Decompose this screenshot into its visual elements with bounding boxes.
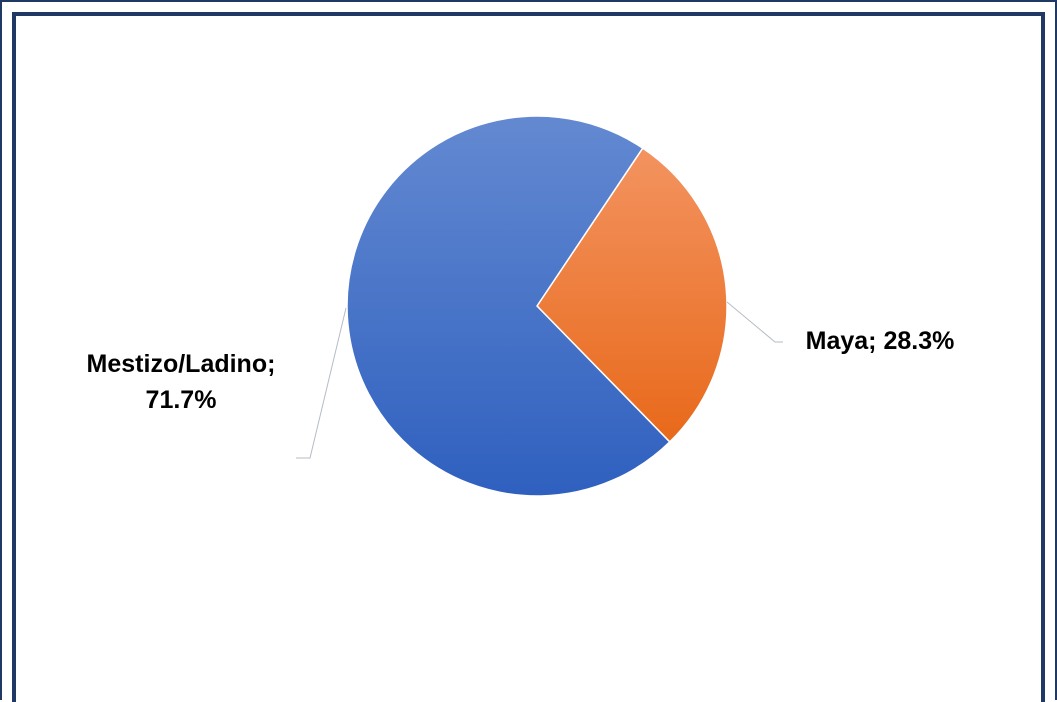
leader-line-mestizo-ladino [296,307,347,459]
leader-line-maya [726,301,783,343]
data-label-line: 71.7% [146,386,217,414]
pie-slice-mestizo-ladino [346,115,671,497]
data-label-line: Mestizo/Ladino; [87,350,276,378]
data-label-maya: Maya; 28.3% [806,327,955,355]
data-label-mestizo-ladino: Mestizo/Ladino; 71.7% [87,350,276,414]
pie-slice-maya [536,147,728,444]
data-label-line: Maya; 28.3% [806,327,955,355]
